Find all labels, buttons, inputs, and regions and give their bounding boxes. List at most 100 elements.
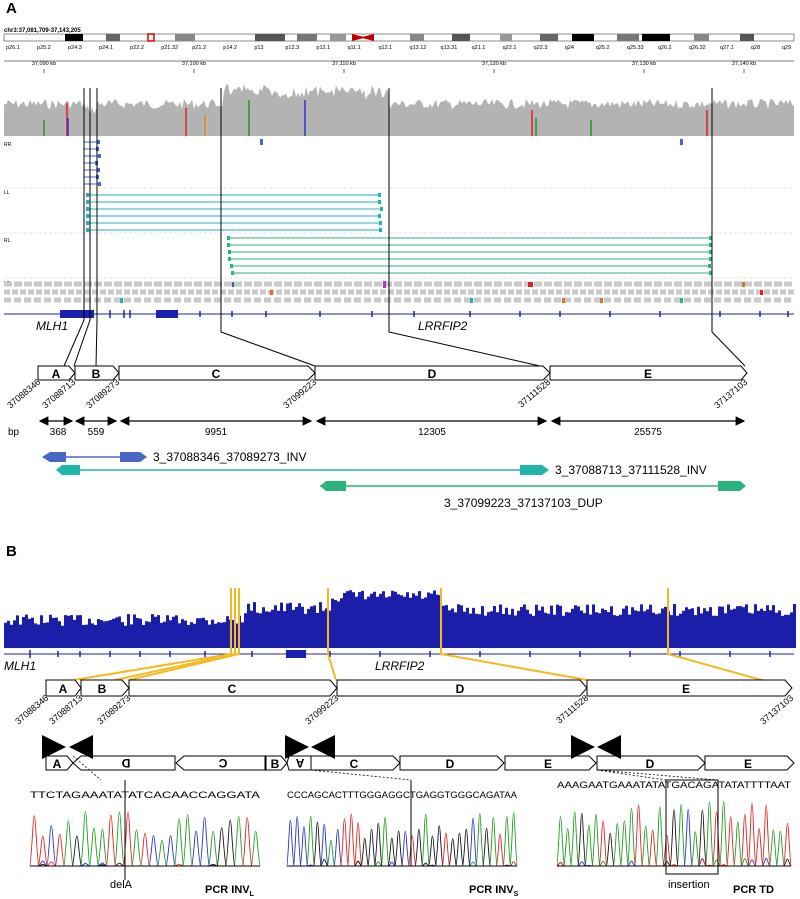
chromatogram-td <box>556 801 792 867</box>
allele2-D: D <box>446 757 455 771</box>
sequence-inv-s: CCCAGCACTTTGGGAGGCTGAGGTGGGCAGATAA <box>287 790 517 800</box>
rl-reads <box>229 237 711 274</box>
cytoband-labels: p26.1 p25.2 p24.3 p24.1 p22.2 p21.32 p21.2 p14.… <box>6 45 791 51</box>
cytoband-label: q29 <box>782 45 791 51</box>
chromatogram-trace <box>29 812 260 867</box>
segment-a-label-C: C <box>212 367 221 381</box>
lr-reads <box>4 281 794 303</box>
cytoband-label: p21.32 <box>161 45 178 51</box>
gene-track-b <box>4 650 794 658</box>
ruler-tick-label: 37,140 kb <box>732 61 756 67</box>
segment-b-label-D: D <box>456 682 465 696</box>
gene-track-a <box>4 310 794 318</box>
ruler-tick-label: 37,130 kb <box>632 61 656 67</box>
cytoband-label: q27.1 <box>720 45 734 51</box>
bp-a-3: 37099223 <box>281 377 318 410</box>
event-inv-2 <box>56 465 549 475</box>
length-C: 9951 <box>205 427 228 438</box>
cytoband-label: p12.1 <box>316 45 330 51</box>
bp-b-2: 37089273 <box>95 693 132 726</box>
cytoband-label: q26.2 <box>658 45 672 51</box>
allele2-E: E <box>544 757 552 771</box>
pcr-inv-s-label: PCR INVS <box>469 884 519 898</box>
bp-a-4: 37111528 <box>516 377 552 410</box>
insertion-box <box>665 779 719 875</box>
ruler-tick-label: 37,090 kb <box>32 61 56 67</box>
cytoband-label: p21.2 <box>192 45 206 51</box>
segment-a-label-B: B <box>92 367 101 381</box>
panel-a-label: A <box>6 0 17 17</box>
segment-a-A <box>37 365 76 381</box>
segment-b-E <box>586 679 793 697</box>
chromatogram-trace <box>556 801 791 867</box>
segment-b-C <box>128 679 338 697</box>
track-label-rl: RL <box>4 238 11 244</box>
cytoband-label: p24.1 <box>99 45 113 51</box>
cytoband-label: q26.32 <box>689 45 706 51</box>
ll-read-caps <box>86 193 383 232</box>
segment-a-B <box>74 365 120 381</box>
cytoband-label: q11.1 <box>347 45 360 51</box>
segment-a-label-D: D <box>428 367 437 381</box>
segment-a-label-A: A <box>52 367 61 381</box>
cytoband-label: q24 <box>565 45 574 51</box>
cytoband-label: q12.1 <box>378 45 392 51</box>
cytoband-label: q28 <box>751 45 760 51</box>
cytoband-label: q25.2 <box>596 45 610 51</box>
length-E: 25575 <box>634 427 662 438</box>
rearranged-allele-3 <box>596 755 795 771</box>
allele2-C: C <box>350 757 359 771</box>
coverage-track-b <box>4 590 796 648</box>
segment-a-E <box>549 365 748 381</box>
rl-read-caps <box>227 236 712 275</box>
cytoband-label: q13.31 <box>441 45 458 51</box>
cytoband-label: q22.1 <box>503 45 517 51</box>
pcr-inv-l-label: PCR INVL <box>205 884 255 898</box>
cytoband-label: q13.12 <box>410 45 427 51</box>
track-separators <box>4 187 794 279</box>
bp-a-0: 37088346 <box>5 377 42 410</box>
ruler-tick-label: 37,100 kb <box>182 61 206 67</box>
bp-a-1: 37088713 <box>40 377 77 410</box>
bp-b-4: 37111528 <box>554 693 590 726</box>
allele2-A-inverted: A <box>295 756 304 770</box>
zoom-line-2 <box>310 769 412 781</box>
segments-b <box>45 679 793 697</box>
event-inv-1 <box>42 452 147 462</box>
segment-b-B <box>80 679 130 697</box>
rearranged-allele-1 <box>45 755 288 771</box>
sequence-inv-l: TTCTAGAAATATATCACAACCAGGATA <box>30 790 260 800</box>
allele1-A: A <box>53 757 62 771</box>
cytoband-label: p12.3 <box>285 45 299 51</box>
segment-a-D <box>314 365 551 381</box>
bp-b-1: 37088713 <box>47 693 84 726</box>
segment-b-A <box>45 679 82 697</box>
segment-b-label-A: A <box>59 682 68 696</box>
track-label-rr: RR <box>4 142 12 148</box>
bp-a-2: 37089273 <box>84 377 121 410</box>
segment-b-D <box>336 679 588 697</box>
rr-reads <box>84 141 99 185</box>
chromatogram-trace <box>556 809 792 867</box>
gene-lrrfip2-a: LRRFIP2 <box>418 319 468 333</box>
gene-mlh1-a: MLH1 <box>36 319 68 333</box>
insertion-label: insertion <box>668 879 710 891</box>
bp-b-0: 37088346 <box>13 693 50 726</box>
gene-mlh1-b: MLH1 <box>4 659 36 673</box>
ruler-tick-label: 37,120 kb <box>482 61 506 67</box>
event-dup-3 <box>320 481 746 491</box>
event-label-1: 3_37088346_37089273_INV <box>153 450 306 464</box>
ll-reads <box>88 194 382 231</box>
segment-b-label-E: E <box>682 682 690 696</box>
segment-b-label-C: C <box>228 682 237 696</box>
gene-lrrfip2-b: LRRFIP2 <box>375 659 425 673</box>
allele1-B: B <box>271 757 280 771</box>
dela-label: delA <box>110 879 133 891</box>
segment-b-label-B: B <box>98 682 107 696</box>
chromatogram-trace <box>29 811 261 867</box>
allele3-E: E <box>744 757 752 771</box>
breakpoint-lines-b <box>73 588 791 689</box>
breakpoint-lines-a <box>63 88 746 367</box>
bp-a-5: 37137103 <box>712 377 749 410</box>
